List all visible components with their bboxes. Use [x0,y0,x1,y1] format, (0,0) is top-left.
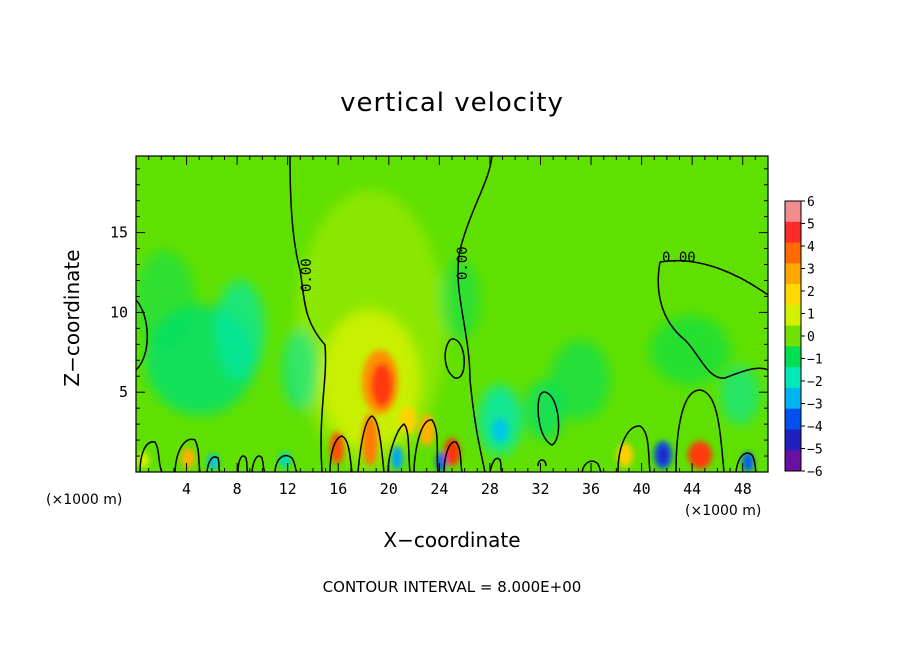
heatmap-field: 0.00 0.00 0.00 [136,156,768,472]
contour-bottom-2 [174,438,201,472]
colorbar-label: 3 [807,263,815,278]
colorbar-swatch [785,304,801,327]
x-tick-label: 44 [683,480,701,498]
x-tick-label: 36 [582,480,600,498]
contour-bottom-13 [537,459,547,467]
y-tick-label: 5 [119,383,128,401]
contour-bottom-17 [735,452,757,472]
contour-bottom-15 [617,425,651,472]
colorbar-label: −2 [807,375,823,390]
contour-zero-a [289,156,327,472]
colorbar-swatch [785,201,801,223]
x-tick-label: 12 [279,480,297,498]
colorbar: 6 5 4 3 2 1 0 −1 −2 −3 −4 −5 −6 [784,195,823,480]
x-tick-label: 40 [633,480,651,498]
x-tick-label: 28 [481,480,499,498]
x-tick-label: 20 [380,480,398,498]
contour-bottom-11 [443,441,463,472]
contour-label-a: 0.00 [299,258,315,292]
contour-labels: 0.00 0.00 0.00 [299,246,696,292]
y-tick-label: 15 [110,224,128,242]
contour-bottom-8 [357,415,385,472]
contour-cell-b [537,391,560,446]
colorbar-swatch [785,325,801,347]
y-axis-label: Z−coordinate [60,249,84,387]
colorbar-label: 1 [807,308,815,323]
x-axis-label: X−coordinate [383,528,521,552]
colorbar-label: 5 [807,218,815,233]
contour-label-c: 0.00 [662,250,696,266]
chart-title: vertical velocity [340,88,564,118]
contour-bottom-14 [581,460,602,472]
colorbar-swatch [785,221,801,244]
contour-cell-a [444,338,465,379]
contour-bottom-7 [329,435,353,472]
x-axis: 4 8 12 16 20 24 28 32 36 40 44 48 [148,156,756,498]
colorbar-swatch [785,450,801,472]
contour-bottom-12 [489,457,503,472]
colorbar-swatch [785,242,801,264]
x-tick-label: 4 [182,480,191,498]
colorbar-label: −1 [807,353,823,368]
contour-bottom-10 [413,419,439,472]
contour-bottom-6 [274,454,298,472]
colorbar-label: −6 [807,465,823,480]
contour-bottom-1 [139,441,163,472]
contour-bottom-3 [206,456,221,472]
y-axis: 5 10 15 [110,168,768,457]
colorbar-label: −5 [807,443,823,458]
x-tick-label: 24 [430,480,448,498]
contour-bottom-4 [237,455,249,472]
contour-lines [136,156,768,472]
contour-zero-c [657,259,768,379]
x-tick-label: 48 [734,480,752,498]
colorbar-label: 2 [807,285,815,300]
contour-label-b: 0.00 [455,246,471,280]
x-unit-right: (×1000 m) [685,503,762,519]
contour-interval-note: CONTOUR INTERVAL = 8.000E+00 [322,578,582,596]
colorbar-swatch [785,429,801,451]
contour-bottom-5 [251,455,266,472]
colorbar-label: −4 [807,420,823,435]
field-cells [137,350,754,472]
colorbar-label: 0 [807,330,815,345]
colorbar-swatch [785,367,801,389]
x-tick-label: 16 [329,480,347,498]
contour-left-edge [136,299,148,371]
y-tick-label: 10 [110,303,128,321]
contour-bottom-9 [387,423,411,472]
contour-zero-b [457,156,493,472]
colorbar-swatch [785,408,801,430]
colorbar-label: −3 [807,398,823,413]
colorbar-swatch [785,346,801,368]
colorbar-swatch [785,284,801,306]
colorbar-swatch [785,263,801,285]
contour-bottom-16 [675,389,725,472]
colorbar-label: 4 [807,240,815,255]
x-tick-label: 32 [531,480,549,498]
x-tick-label: 8 [233,480,242,498]
colorbar-label: 6 [807,195,815,210]
x-unit-left: (×1000 m) [46,492,123,508]
colorbar-swatch [785,387,801,410]
